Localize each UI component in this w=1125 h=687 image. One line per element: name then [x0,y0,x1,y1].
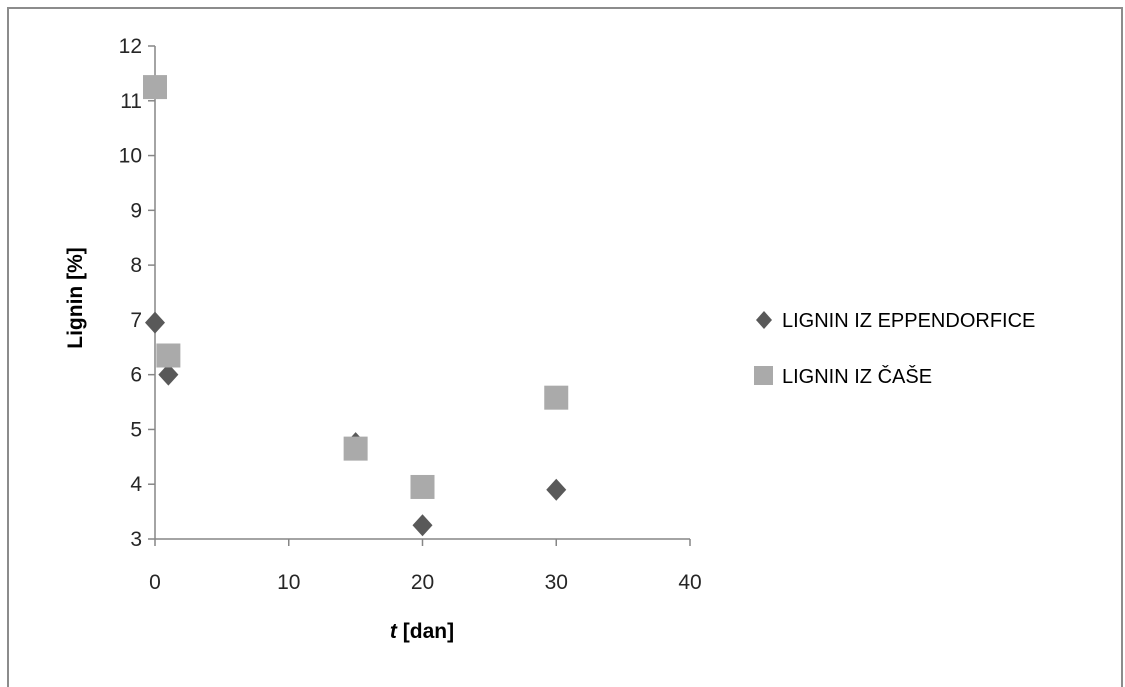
y-tick-label: 9 [130,199,142,222]
data-point-case [156,343,181,368]
x-tick-label: 30 [545,571,568,594]
x-tick-label: 10 [277,571,300,594]
y-tick-label: 6 [130,364,142,387]
y-tick-label: 8 [130,254,142,277]
x-axis-title-variable: t [390,620,398,643]
y-tick-label: 10 [119,145,142,168]
chart-frame [7,7,1123,687]
y-tick-label: 4 [130,473,142,496]
legend-marker-diamond [756,311,772,329]
x-tick-label: 20 [411,571,434,594]
y-tick-label: 3 [130,528,142,551]
x-ticks: 0 10 20 30 40 [149,539,702,594]
y-tick-label: 12 [119,35,142,58]
data-point-eppendorfice [412,514,433,537]
x-axis-title: t [dan] [390,620,454,643]
data-point-eppendorfice [546,478,567,501]
data-point-eppendorfice [158,363,179,386]
axes [154,46,690,540]
data-point-case [343,436,368,461]
x-axis-title-unit: [dan] [397,620,454,643]
data-point-case [544,385,569,410]
y-ticks: 3 4 5 6 7 8 9 10 11 12 [119,35,155,551]
data-point-case [410,474,435,499]
data-marks [143,75,569,537]
y-tick-label: 7 [130,309,142,332]
legend-label-case: LIGNIN IZ ČAŠE [782,365,932,388]
legend-marker-square [754,366,773,385]
data-point-eppendorfice [145,311,165,334]
legend: LIGNIN IZ EPPENDORFICE LIGNIN IZ ČAŠE [754,310,1035,388]
y-tick-label: 5 [130,418,142,441]
legend-item-case: LIGNIN IZ ČAŠE [754,365,932,388]
data-point-case [143,75,167,100]
legend-item-eppendorfice: LIGNIN IZ EPPENDORFICE [756,310,1035,332]
x-tick-label: 0 [149,571,161,594]
y-tick-label: 11 [120,90,142,113]
y-axis-title: Lignin [%] [64,247,87,348]
x-tick-label: 40 [678,571,701,594]
legend-label-eppendorfice: LIGNIN IZ EPPENDORFICE [782,310,1035,332]
